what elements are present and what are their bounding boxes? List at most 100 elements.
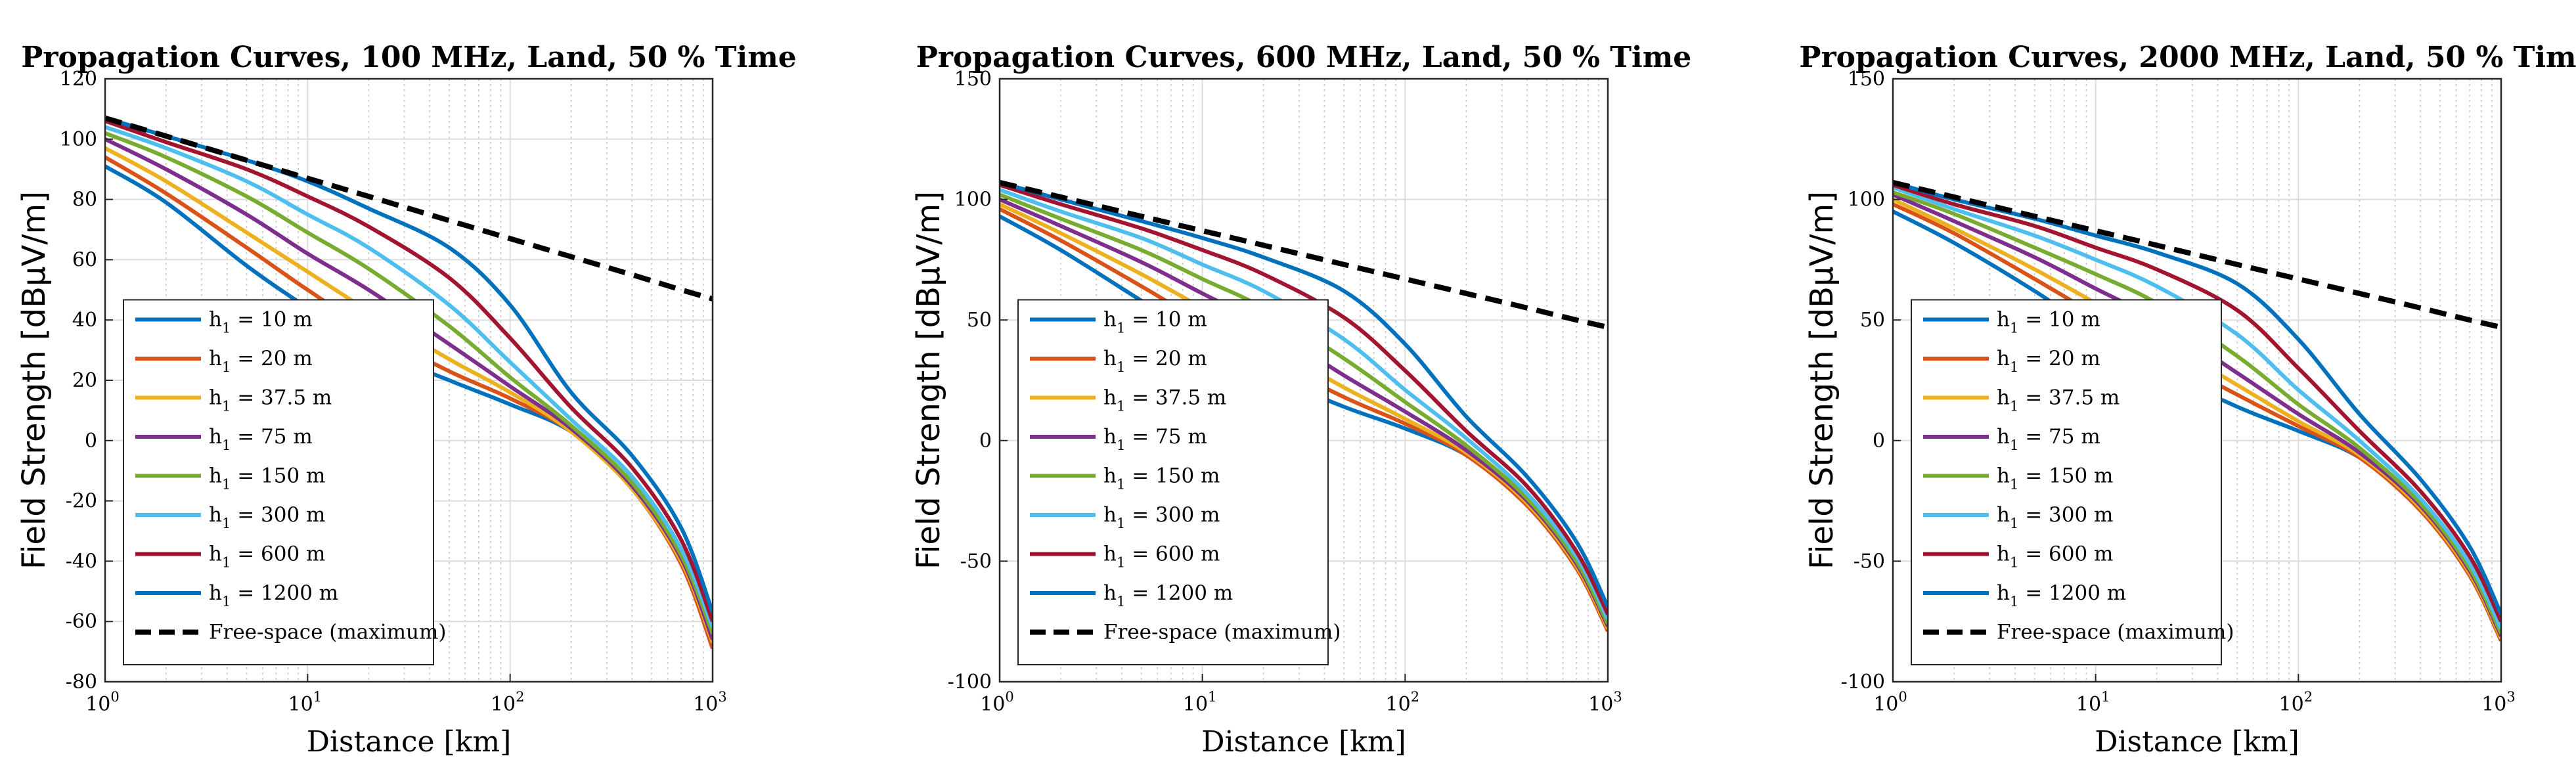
legend-label: h1 = 37.5 m [1997, 386, 2120, 414]
legend-label: h1 = 10 m [209, 308, 313, 336]
y-tick-label: 100 [1848, 189, 1885, 211]
series-line-7 [1000, 183, 1608, 615]
chart-3: -100 -50 0 50 100 150 100 101 102 103 Propagation … [1799, 41, 2576, 759]
series-group [1000, 180, 1608, 633]
series-line-7 [105, 119, 713, 623]
x-tick-label: 100 [85, 689, 120, 716]
legend-entry: h1 = 20 m [1030, 347, 1207, 375]
legend-entry: h1 = 37.5 m [1923, 386, 2120, 414]
legend-entry: Free-space (maximum) [1923, 621, 2234, 644]
legend-entry: h1 = 1200 m [1030, 581, 1233, 610]
y-tick-label: 50 [967, 309, 992, 332]
legend-label: h1 = 600 m [209, 543, 325, 571]
chart-title: Propagation Curves, 600 MHz, Land, 50 % … [916, 41, 1692, 74]
x-tick-label: 100 [1873, 689, 1907, 716]
legend-label: h1 = 37.5 m [1103, 386, 1226, 414]
legend-entry: h1 = 1200 m [1923, 581, 2126, 610]
y-tick-label: -50 [1854, 550, 1885, 573]
legend-label: h1 = 37.5 m [209, 386, 332, 414]
axes-frame [1892, 78, 2502, 683]
series-line-8 [1000, 181, 1608, 608]
legend-entry: h1 = 37.5 m [1030, 386, 1226, 414]
x-tick-label: 103 [1588, 689, 1622, 716]
legend-entry: h1 = 150 m [135, 464, 325, 493]
legend-entry: h1 = 150 m [1030, 464, 1220, 493]
legend-label: h1 = 10 m [1997, 308, 2100, 336]
y-tick-label: 150 [1848, 68, 1885, 91]
y-tick-label: -40 [66, 550, 97, 573]
y-tick-label: 60 [72, 248, 97, 271]
legend-label: h1 = 300 m [209, 503, 325, 531]
legend-label: h1 = 75 m [1997, 425, 2100, 453]
legend: h1 = 10 m h1 = 20 m h1 = 37.5 m h1 = 75 m h1… [1017, 299, 1341, 665]
legend-entry: h1 = 75 m [1030, 425, 1207, 453]
y-tick-label: 50 [1860, 309, 1885, 332]
legend-box [1017, 299, 1329, 665]
legend-entry: h1 = 1200 m [135, 581, 338, 610]
legend-entry: h1 = 75 m [1923, 425, 2100, 453]
y-tick-label: -20 [66, 490, 97, 513]
legend-entry: h1 = 300 m [1923, 503, 2113, 531]
legend-entry: h1 = 150 m [1923, 464, 2113, 493]
legend-label: h1 = 1200 m [209, 581, 338, 610]
x-tick-label: 101 [288, 689, 322, 716]
legend-label: h1 = 600 m [1103, 543, 1220, 571]
legend-entry: h1 = 300 m [135, 503, 325, 531]
x-tick-label: 101 [1183, 689, 1217, 716]
y-tick-label: -60 [66, 610, 97, 633]
x-tick-label: 103 [693, 689, 727, 716]
legend: h1 = 10 m h1 = 20 m h1 = 37.5 m h1 = 75 m h1… [1911, 299, 2234, 665]
y-tick-label: 20 [72, 369, 97, 392]
legend-entry: h1 = 10 m [1923, 308, 2100, 336]
y-tick-label: 0 [85, 430, 97, 453]
legend-entry: Free-space (maximum) [135, 621, 447, 644]
legend-label: h1 = 75 m [1103, 425, 1207, 453]
series-line-6 [1893, 185, 2501, 630]
x-axis-label: Distance [km] [2095, 725, 2299, 759]
legend-label: h1 = 600 m [1997, 543, 2113, 571]
legend-entry: h1 = 20 m [1923, 347, 2100, 375]
x-tick-label: 102 [491, 689, 525, 716]
y-tick-label: 0 [979, 430, 992, 453]
y-tick-label: 0 [1873, 430, 1885, 453]
y-tick-label: 80 [72, 189, 97, 211]
series-line-5 [1893, 190, 2501, 634]
legend-label: h1 = 20 m [1997, 347, 2100, 375]
legend-label: h1 = 1200 m [1103, 581, 1233, 610]
legend-entry: h1 = 600 m [135, 543, 325, 571]
x-tick-label: 102 [1386, 689, 1420, 716]
legend-entry: h1 = 37.5 m [135, 386, 332, 414]
series-line-8 [1893, 181, 2501, 615]
y-tick-label: -80 [66, 671, 97, 694]
series-line-6 [105, 125, 713, 629]
legend-entry: h1 = 75 m [135, 425, 313, 453]
x-tick-label: 102 [2279, 689, 2313, 716]
axes-frame [998, 78, 1609, 683]
y-tick-label: 150 [954, 68, 992, 91]
y-tick-label: 100 [60, 128, 97, 151]
legend-label: h1 = 300 m [1997, 503, 2113, 531]
y-tick-label: -100 [948, 671, 992, 694]
y-axis-label: Field Strength [dBµV/m] [16, 191, 53, 569]
legend-label: Free-space (maximum) [1103, 621, 1341, 644]
chart-2: -100 -50 0 50 100 150 100 101 102 103 Propagation … [910, 41, 1691, 759]
legend-label: h1 = 300 m [1103, 503, 1220, 531]
legend-label: h1 = 1200 m [1997, 581, 2126, 610]
series-line-7 [1893, 183, 2501, 623]
y-tick-label: 100 [954, 189, 992, 211]
chart-title: Propagation Curves, 100 MHz, Land, 50 % … [21, 41, 797, 74]
y-tick-label: -100 [1841, 671, 1885, 694]
legend-entry: h1 = 300 m [1030, 503, 1220, 531]
series-line-6 [1000, 188, 1608, 620]
legend-entry: h1 = 10 m [135, 308, 313, 336]
y-tick-label: 120 [60, 68, 97, 91]
y-axis-label: Field Strength [dBµV/m] [910, 191, 947, 569]
series-group [105, 115, 713, 650]
x-axis-label: Distance [km] [1201, 725, 1406, 759]
x-tick-label: 100 [980, 689, 1014, 716]
legend: h1 = 10 m h1 = 20 m h1 = 37.5 m h1 = 75 m h1… [123, 299, 447, 665]
series-line-5 [105, 131, 713, 634]
legend-label: h1 = 150 m [1997, 464, 2113, 493]
legend-label: h1 = 20 m [1103, 347, 1207, 375]
